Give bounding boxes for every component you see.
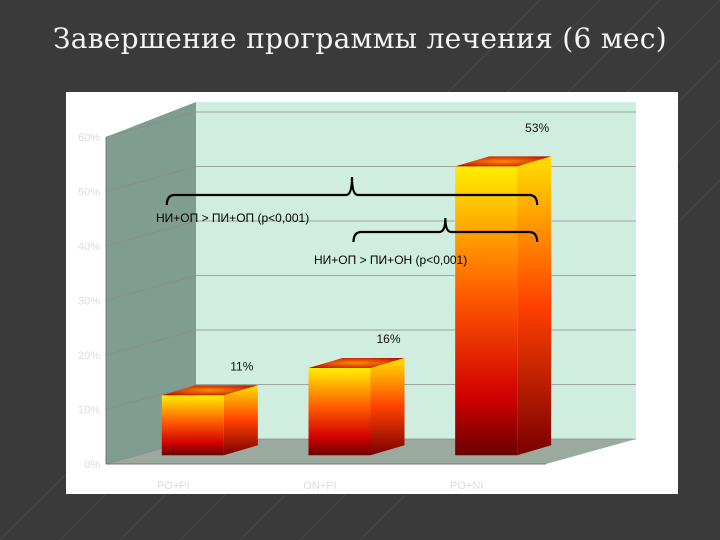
bar-data-label: 16% xyxy=(376,332,400,346)
bar-chart: 0% 10% 20% 30% 40% 50% 60% 11% PO+PI 16% ON+PI 53% P… xyxy=(78,102,636,492)
y-tick-label: 30% xyxy=(78,296,100,308)
chart-panel: 0% 10% 20% 30% 40% 50% 60% 11% PO+PI 16% ON+PI 53% P… xyxy=(66,92,678,494)
y-tick-label: 50% xyxy=(78,187,100,199)
annotation-label: НИ+ОП > ПИ+ОП (p<0,001) xyxy=(156,211,309,225)
bar-data-label: 11% xyxy=(230,359,253,373)
back-wall xyxy=(196,102,636,439)
bar-side xyxy=(517,156,552,456)
bar-front xyxy=(308,368,371,456)
y-tick-label: 40% xyxy=(78,241,100,253)
bar-top xyxy=(455,156,552,167)
bar-side xyxy=(223,385,258,456)
y-tick-label: 20% xyxy=(78,350,100,362)
bar-top xyxy=(308,358,405,369)
x-tick-label: PO+PI xyxy=(157,480,190,492)
x-tick-label: PO+NI xyxy=(450,480,483,492)
bar-top xyxy=(161,385,258,396)
y-tick-label: 0% xyxy=(84,459,100,471)
slide-title: Завершение программы лечения (6 мес) xyxy=(53,22,667,55)
bar-data-label: 53% xyxy=(525,121,549,135)
bar-front xyxy=(455,166,518,456)
annotation-label: НИ+ОП > ПИ+ОН (p<0,001) xyxy=(314,253,467,267)
x-tick-label: ON+PI xyxy=(303,480,336,492)
significance-bracket xyxy=(352,217,539,243)
gridline xyxy=(105,111,636,138)
significance-bracket xyxy=(165,176,539,206)
bar-front xyxy=(161,395,224,456)
bar-side xyxy=(370,358,405,456)
y-tick-label: 60% xyxy=(78,132,100,144)
side-wall xyxy=(106,102,196,464)
y-tick-label: 10% xyxy=(78,405,100,417)
